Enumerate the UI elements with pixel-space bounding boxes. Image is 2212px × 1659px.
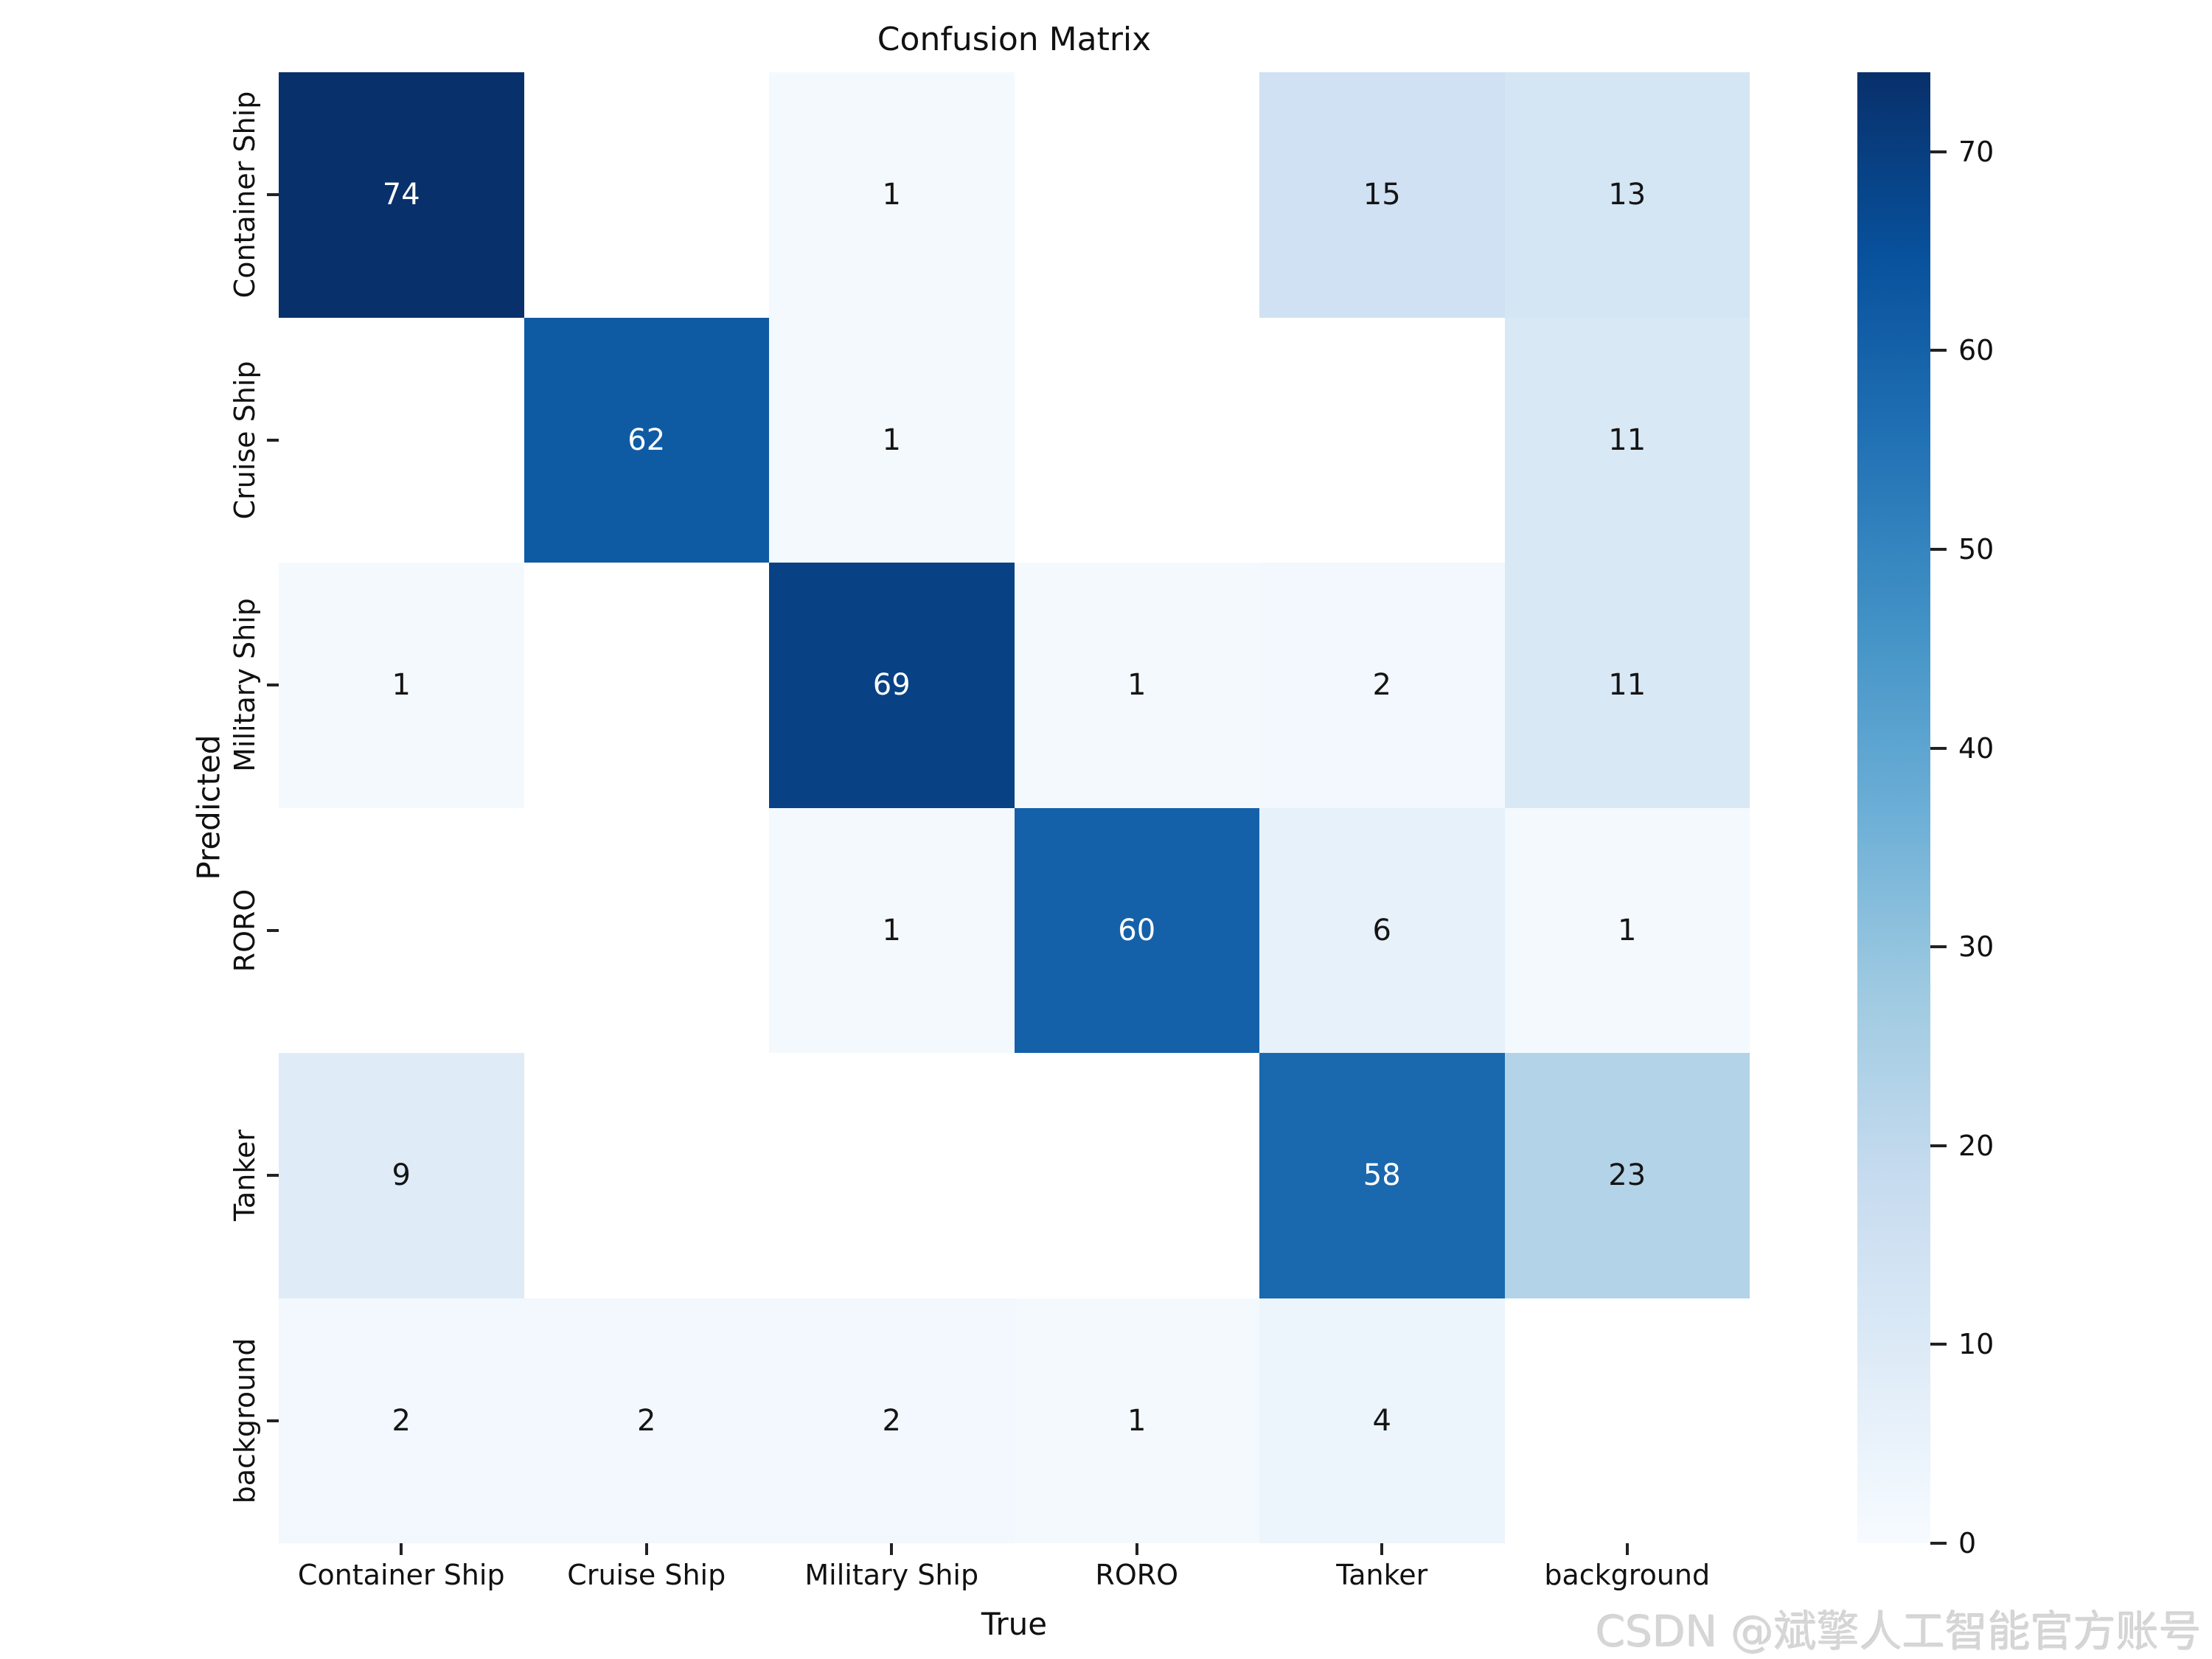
heatmap-cell [524,807,769,1053]
colorbar-tick [1930,945,1947,949]
heatmap-cell: 1 [769,317,1015,563]
heatmap-cell: 1 [769,72,1015,318]
x-tick-label: RORO [1095,1559,1179,1591]
colorbar-tick-label: 30 [1958,931,1994,964]
x-tick-label: Military Ship [804,1559,979,1591]
heatmap-cell: 11 [1504,563,1750,808]
heatmap-cell [279,317,524,563]
colorbar-tick-label: 60 [1958,334,1994,367]
heatmap-cell [524,1053,769,1298]
y-tick-label: background [229,1338,261,1504]
y-tick [267,1174,279,1178]
heatmap-cell: 15 [1259,72,1505,318]
heatmap-cell: 2 [769,1298,1015,1543]
x-axis-label: True [981,1606,1048,1642]
colorbar-tick [1930,349,1947,352]
heatmap-cell: 23 [1504,1053,1750,1298]
heatmap-cell [769,1053,1015,1298]
heatmap-cell [1014,317,1259,563]
heatmap-cell [1014,72,1259,318]
y-tick-label: Tanker [229,1130,261,1222]
heatmap-cell: 2 [524,1298,769,1543]
heatmap-cell [524,72,769,318]
x-tick [644,1543,648,1555]
colorbar-tick-label: 70 [1958,135,1994,168]
heatmap-cell: 74 [279,72,524,318]
x-tick [890,1543,894,1555]
colorbar-tick [1930,746,1947,750]
heatmap-cell: 13 [1504,72,1750,318]
heatmap-cell: 4 [1259,1298,1505,1543]
heatmap-grid: 74 1 15 13 62 1 11 1 69 1 2 11 1 60 6 1 9 58 23 2 2 2 1 4 [279,72,1750,1543]
heatmap-cell: 60 [1014,807,1259,1053]
x-tick-label: Cruise Ship [567,1559,726,1591]
x-tick [1625,1543,1629,1555]
heatmap-cell: 11 [1504,317,1750,563]
y-tick [267,438,279,442]
heatmap-cell: 1 [769,807,1015,1053]
y-tick [267,928,279,932]
x-tick-label: Tanker [1336,1559,1428,1591]
heatmap-cell: 9 [279,1053,524,1298]
x-tick [1135,1543,1138,1555]
y-tick-label: Cruise Ship [229,361,261,520]
colorbar-tick-label: 0 [1958,1527,1977,1559]
colorbar-tick [1930,1542,1947,1545]
x-tick-label: background [1544,1559,1711,1591]
heatmap-cell: 1 [279,563,524,808]
heatmap-cell: 58 [1259,1053,1505,1298]
colorbar-tick [1930,150,1947,153]
heatmap-cell: 1 [1014,1298,1259,1543]
colorbar-tick-label: 50 [1958,533,1994,566]
heatmap-cell [279,807,524,1053]
colorbar [1857,72,1930,1543]
colorbar-tick [1930,548,1947,552]
y-tick [267,1419,279,1422]
heatmap-cell: 62 [524,317,769,563]
heatmap-cell: 2 [279,1298,524,1543]
y-tick-label: Military Ship [229,598,261,773]
y-tick [267,193,279,197]
heatmap-cell: 69 [769,563,1015,808]
heatmap-cell [1504,1298,1750,1543]
x-tick-label: Container Ship [297,1559,505,1591]
heatmap-cell [524,563,769,808]
y-tick-label: RORO [229,888,261,973]
colorbar-tick-label: 20 [1958,1129,1994,1162]
heatmap-cell [1014,1053,1259,1298]
heatmap-cell: 6 [1259,807,1505,1053]
colorbar-tick [1930,1343,1947,1346]
x-tick [1380,1543,1384,1555]
chart-title: Confusion Matrix [877,21,1152,58]
heatmap-cell [1259,317,1505,563]
colorbar-tick-label: 10 [1958,1328,1994,1361]
watermark: CSDN @斌擎人工智能官方账号 [1596,1607,2202,1657]
colorbar-tick [1930,1144,1947,1147]
heatmap-cell: 1 [1014,563,1259,808]
colorbar-tick-label: 40 [1958,731,1994,765]
heatmap-cell: 1 [1504,807,1750,1053]
y-axis-label: Predicted [190,734,227,880]
y-tick [267,684,279,687]
heatmap-cell: 2 [1259,563,1505,808]
x-tick [400,1543,403,1555]
y-tick-label: Container Ship [229,91,261,299]
